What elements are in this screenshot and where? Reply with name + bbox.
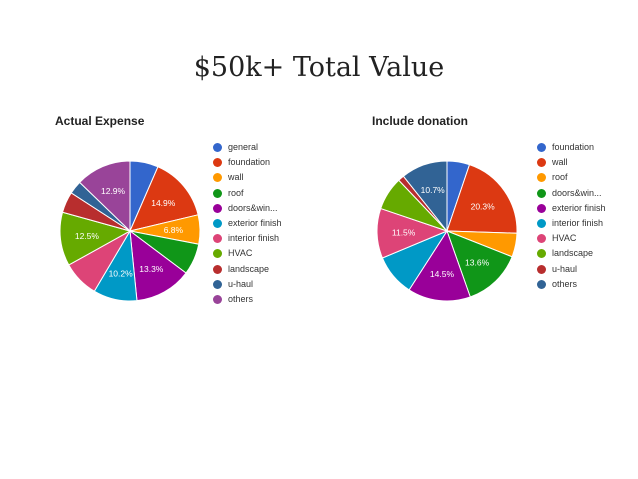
pie-slice: [408, 229, 471, 302]
legend-item: foundation: [213, 155, 282, 170]
legend-label: wall: [228, 172, 244, 183]
slice-data-label: 14.5%: [430, 269, 455, 279]
legend-item: interior finish: [537, 216, 606, 231]
pie-slice: [446, 164, 518, 234]
legend-swatch: [213, 203, 222, 213]
pie-slice: [446, 230, 513, 298]
include-donation-chart: Include donation 20.3% 13.6% 14.5% 11.5% 10.…: [372, 112, 638, 312]
legend-item: doors&win...: [213, 201, 282, 216]
slice-data-label: 13.3%: [139, 264, 164, 274]
legend-item: doors&win...: [537, 186, 606, 201]
legend-label: others: [552, 278, 578, 289]
legend-swatch: [213, 249, 222, 259]
legend-item: others: [537, 277, 606, 292]
pie-slice: [402, 160, 448, 233]
legend-swatch: [213, 294, 222, 304]
legend-swatch: [213, 219, 222, 229]
chart-legend: general foundation wall roof doors&win... ext…: [213, 140, 282, 307]
legend-item: landscape: [537, 246, 606, 261]
legend-label: general: [228, 142, 259, 152]
legend-swatch: [537, 219, 546, 229]
slice-data-label: 12.5%: [75, 231, 100, 241]
slice-data-label: 20.3%: [471, 201, 496, 211]
legend-item: HVAC: [213, 246, 282, 261]
legend-item: foundation: [537, 140, 606, 155]
legend-label: wall: [552, 157, 568, 168]
chart-legend: foundation wall roof doors&win... exterior f…: [537, 140, 606, 292]
slice-data-label: 10.7%: [421, 185, 446, 195]
pie-chart: 14.9% 6.8% 13.3% 10.2% 12.5% 12.9%: [59, 160, 201, 302]
legend-swatch: [213, 279, 222, 289]
legend-swatch: [213, 173, 222, 183]
legend-swatch: [213, 188, 222, 198]
legend-swatch: [213, 264, 222, 274]
legend-label: roof: [552, 172, 568, 183]
legend-label: interior finish: [552, 217, 604, 228]
slice-data-label: 6.8%: [164, 225, 184, 235]
legend-label: HVAC: [552, 233, 577, 244]
legend-swatch: [213, 158, 222, 168]
slide-title: $50k+ Total Value: [193, 52, 445, 83]
legend-item: u-haul: [537, 262, 606, 277]
legend-swatch: [537, 279, 546, 289]
legend-label: others: [228, 293, 254, 304]
legend-item: u-haul: [213, 277, 282, 292]
legend-label: exterior finish: [228, 217, 282, 228]
legend-item: wall: [213, 170, 282, 185]
legend-item: roof: [213, 186, 282, 201]
legend-label: doors&win...: [228, 202, 278, 213]
legend-swatch: [213, 234, 222, 244]
legend-swatch: [537, 264, 546, 274]
legend-item: landscape: [213, 262, 282, 277]
legend-label: u-haul: [552, 263, 578, 274]
slice-data-label: 10.2%: [109, 268, 134, 278]
legend-swatch: [213, 143, 222, 153]
legend-swatch: [537, 203, 546, 213]
legend-item: wall: [537, 155, 606, 170]
legend-label: interior finish: [228, 233, 280, 244]
legend-label: foundation: [552, 142, 595, 152]
pie-chart: 20.3% 13.6% 14.5% 11.5% 10.7%: [376, 160, 518, 302]
pie-slice: [78, 160, 131, 233]
actual-expense-chart: Actual Expense 14.9% 6.8% 13.3% 10.2% 12.5% 1…: [55, 112, 345, 312]
chart-title: Include donation: [372, 114, 468, 128]
slice-data-label: 12.9%: [101, 186, 126, 196]
slice-data-label: 13.6%: [465, 257, 490, 267]
legend-swatch: [537, 143, 546, 153]
pie-slice: [129, 166, 199, 232]
legend-label: foundation: [228, 157, 271, 168]
legend-swatch: [537, 249, 546, 259]
slice-data-label: 11.5%: [392, 228, 416, 238]
legend-label: u-haul: [228, 278, 254, 289]
legend-swatch: [537, 188, 546, 198]
pie-slice: [129, 229, 187, 302]
legend-swatch: [537, 158, 546, 168]
legend-item: exterior finish: [213, 216, 282, 231]
legend-swatch: [537, 234, 546, 244]
legend-label: doors&win...: [552, 187, 602, 198]
chart-title: Actual Expense: [55, 114, 145, 128]
legend-item: exterior finish: [537, 201, 606, 216]
legend-item: others: [213, 292, 282, 307]
legend-label: landscape: [552, 248, 594, 259]
slice-data-label: 14.9%: [151, 198, 176, 208]
legend-swatch: [537, 173, 546, 183]
legend-item: interior finish: [213, 231, 282, 246]
legend-label: HVAC: [228, 248, 253, 259]
legend-label: landscape: [228, 263, 270, 274]
legend-item: general: [213, 140, 282, 155]
legend-label: exterior finish: [552, 202, 606, 213]
legend-item: roof: [537, 170, 606, 185]
legend-item: HVAC: [537, 231, 606, 246]
legend-label: roof: [228, 187, 244, 198]
